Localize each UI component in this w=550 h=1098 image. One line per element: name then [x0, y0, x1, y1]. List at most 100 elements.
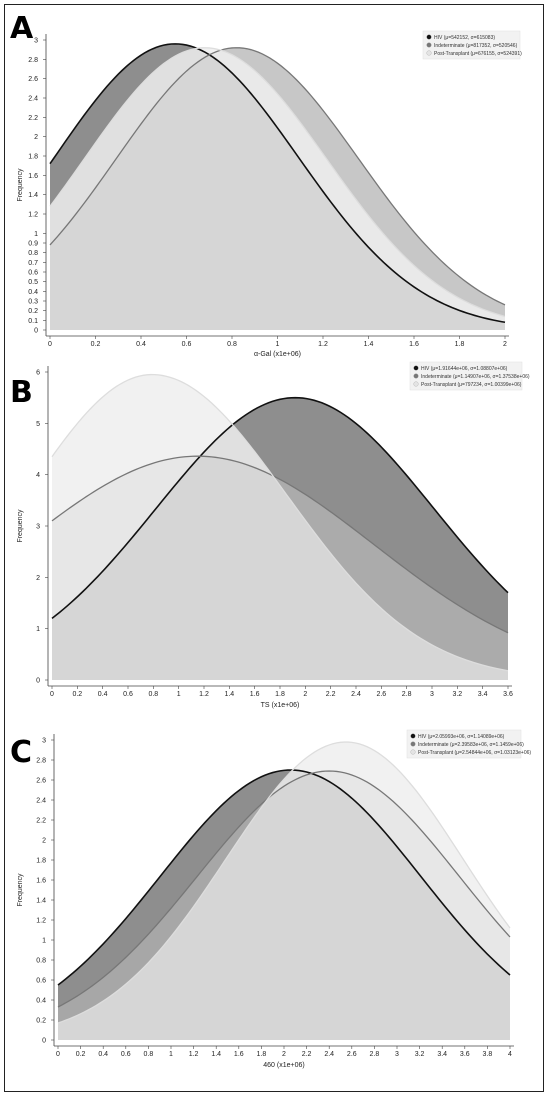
x-tick-label: 0.8	[148, 691, 158, 698]
legend-entry: HIV (μ=2.05993e+06, σ=1.14089e+06)	[418, 734, 505, 740]
overlap-area	[50, 54, 505, 330]
x-tick-label: 1.4	[211, 1051, 221, 1058]
y-tick-label: 0.2	[28, 308, 38, 315]
series-line	[49, 47, 506, 318]
panel-a-label: A	[10, 11, 34, 46]
x-tick-label: 1.6	[250, 691, 260, 698]
overlap-area	[58, 773, 510, 1040]
legend-entry: Indeterminate (μ=817352, σ=520546)	[434, 43, 518, 49]
series-line	[51, 396, 509, 620]
legend-box	[422, 30, 521, 60]
overlap-area	[52, 456, 508, 680]
x-tick-label: 1	[169, 1051, 173, 1058]
y-tick-label: 1	[34, 231, 38, 238]
y-tick-label: 0	[34, 328, 38, 335]
x-tick-label: 2.8	[370, 1051, 380, 1058]
y-tick-label: 0	[42, 1038, 46, 1045]
y-tick-label: 2.2	[36, 818, 46, 825]
panel-c: C 0 0.2 0.4 0.6 0.8 1 1.2 1.4 1.6 1.8 2 2.2 2.4 2.6 2.…	[10, 729, 531, 1069]
y-tick-label: 0.6	[36, 978, 46, 985]
x-tick-label: 1	[276, 341, 280, 348]
series-line	[51, 373, 509, 672]
y-tick-label: 5	[36, 421, 40, 428]
y-tick-label: 1	[36, 626, 40, 633]
legend-marker	[410, 741, 416, 747]
y-tick-label: 0.1	[28, 318, 38, 325]
x-tick-label: 0	[48, 341, 52, 348]
x-tick-label: 0.4	[98, 1051, 108, 1058]
legend-entry: Post-Transplant (μ=2.54844e+06, σ=1.0312…	[418, 750, 531, 756]
legend-marker	[426, 34, 432, 40]
series-line	[57, 769, 511, 986]
series-line	[57, 741, 511, 1024]
y-tick-label: 1.2	[28, 212, 38, 219]
x-tick-label: 1.8	[275, 691, 285, 698]
y-tick-label: 2.4	[36, 798, 46, 805]
x-tick-label: 2.6	[347, 1051, 357, 1058]
x-tick-label: 2.2	[302, 1051, 312, 1058]
y-axis-label: Frequency	[17, 873, 24, 907]
figure-frame	[4, 4, 544, 1092]
x-tick-label: 2.2	[326, 691, 336, 698]
legend-marker	[413, 365, 419, 371]
x-tick-label: 2	[503, 341, 507, 348]
x-tick-label: 0.2	[76, 1051, 86, 1058]
x-tick-label: 3.8	[483, 1051, 493, 1058]
y-tick-label: 0.5	[28, 279, 38, 286]
x-tick-label: 4	[508, 1051, 512, 1058]
legend-marker	[410, 733, 416, 739]
x-tick-label: 0.8	[144, 1051, 154, 1058]
legend-marker	[413, 373, 419, 379]
series-line	[49, 47, 506, 306]
panel-a: A 0 0.1 0.2 0.3 0.4 0.5 0.6 0.7 0.8 0.9 1 1.2 1.4 1.6…	[10, 11, 522, 358]
legend-entry: Post-Transplant (μ=676155, σ=524391)	[434, 51, 522, 57]
x-tick-label: 0.4	[98, 691, 108, 698]
x-tick-label: 0.6	[123, 691, 133, 698]
x-tick-label: 3.6	[503, 691, 513, 698]
legend-box	[409, 361, 523, 391]
x-axis-label: α-Gal (x1e+06)	[254, 351, 301, 358]
y-tick-label: 1.6	[36, 878, 46, 885]
legend-marker	[426, 50, 432, 56]
y-tick-label: 4	[36, 472, 40, 479]
panel-b: B 0 1 2 3 4 5 6 0 0.2 0.4 0.6 0.8 1 1.2 1.4 1.6 1.8 2 2.2 2…	[10, 361, 530, 709]
y-tick-label: 0	[36, 678, 40, 685]
x-tick-label: 3.4	[478, 691, 488, 698]
y-tick-label: 2.8	[28, 57, 38, 64]
y-tick-label: 0.4	[28, 289, 38, 296]
panel-b-label: B	[10, 375, 33, 410]
y-tick-label: 3	[36, 524, 40, 531]
x-tick-label: 0.8	[227, 341, 237, 348]
y-tick-label: 3	[42, 738, 46, 745]
y-tick-label: 1.8	[28, 154, 38, 161]
y-axis-label: Frequency	[17, 168, 24, 202]
series-line	[57, 770, 511, 1008]
x-tick-label: 3.6	[460, 1051, 470, 1058]
x-tick-label: 3	[395, 1051, 399, 1058]
y-tick-label: 0.9	[28, 241, 38, 248]
x-tick-label: 1	[177, 691, 181, 698]
x-tick-label: 0	[50, 691, 54, 698]
y-axis-label: Frequency	[17, 509, 24, 543]
x-axis-label: 460 (x1e+06)	[263, 1062, 304, 1069]
x-tick-label: 1.8	[257, 1051, 267, 1058]
legend-entry: Indeterminate (μ=2.39583e+06, σ=1.1459e+…	[418, 742, 524, 748]
legend-box	[406, 729, 522, 759]
y-tick-label: 1	[42, 938, 46, 945]
y-tick-label: 2.2	[28, 115, 38, 122]
y-tick-label: 2	[42, 838, 46, 845]
x-tick-label: 1.8	[455, 341, 465, 348]
x-tick-label: 1.2	[318, 341, 328, 348]
y-tick-label: 0.6	[28, 270, 38, 277]
y-tick-label: 1.6	[28, 173, 38, 180]
x-tick-label: 2.6	[376, 691, 386, 698]
y-tick-label: 2.6	[28, 76, 38, 83]
x-tick-label: 2.8	[402, 691, 412, 698]
y-tick-label: 0.2	[36, 1018, 46, 1025]
y-tick-label: 2.4	[28, 96, 38, 103]
y-tick-label: 0.8	[28, 250, 38, 257]
y-tick-label: 6	[36, 370, 40, 377]
x-tick-label: 2.4	[351, 691, 361, 698]
series-line	[49, 43, 506, 324]
